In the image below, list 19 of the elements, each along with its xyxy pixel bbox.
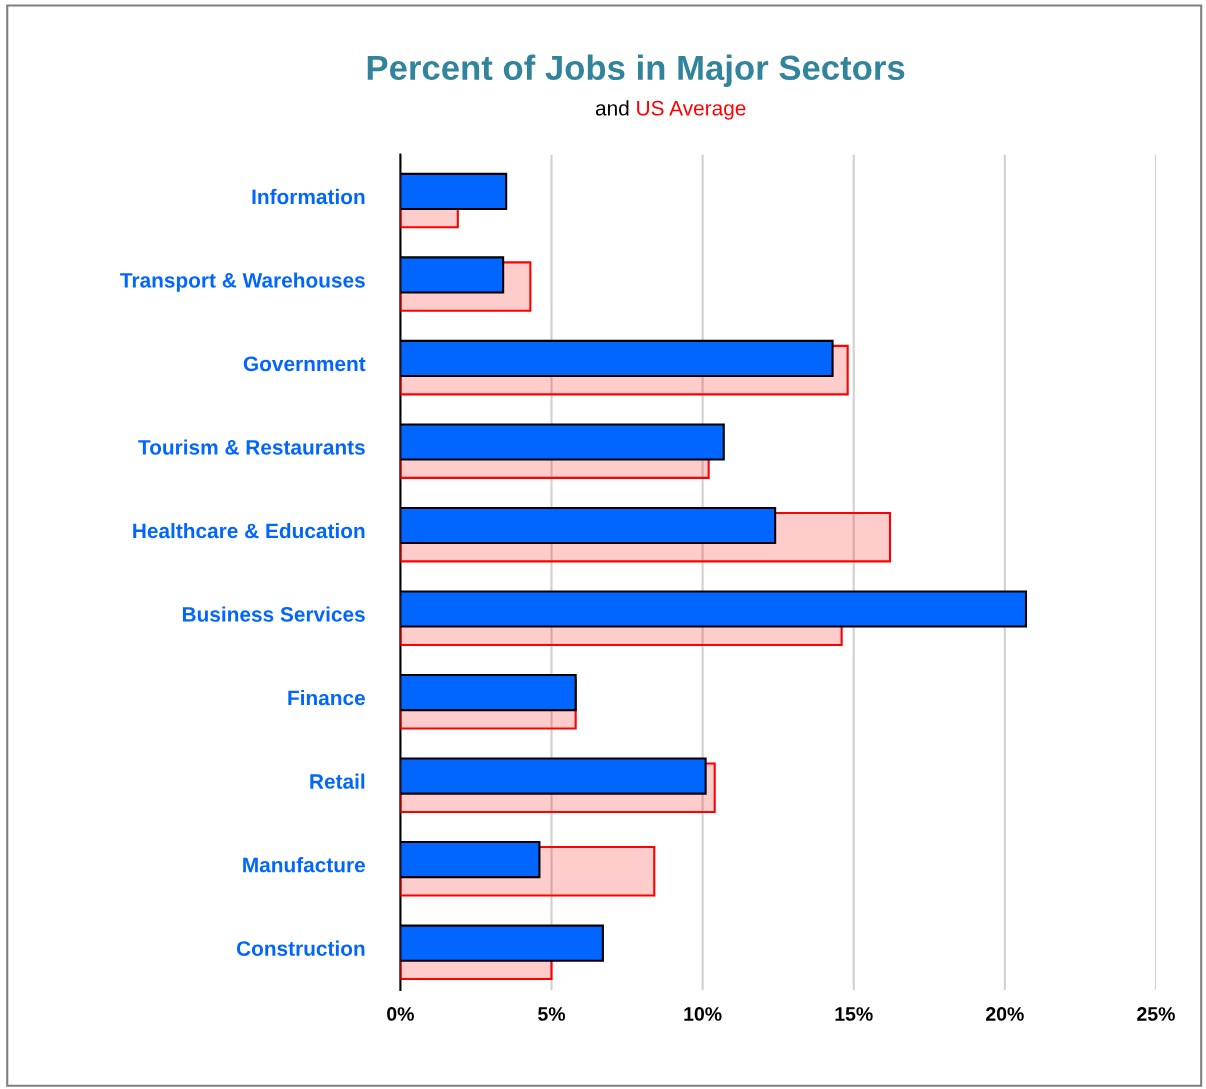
x-tick-label: 5%	[538, 1007, 566, 1021]
y-tick-label: Manufacture	[243, 857, 365, 873]
y-tick-label: Healthcare & Education	[133, 522, 365, 539]
y-tick-label: Government	[243, 356, 366, 372]
y-tick-label: Information	[252, 188, 365, 205]
y-tick-label: Construction	[236, 940, 365, 956]
x-tick-label: 10%	[684, 1007, 722, 1021]
y-tick-label: Finance	[288, 690, 365, 706]
text: US Average	[637, 100, 746, 120]
x-tick-label: 25%	[1137, 1007, 1175, 1021]
y-tick-label: Retail	[310, 773, 365, 789]
chart-subtitle: and	[595, 100, 629, 116]
chart-title: Percent of Jobs in Major Sectors	[367, 54, 905, 87]
y-tick-label: Tourism & Restaurants	[138, 439, 365, 455]
x-tick-label: 15%	[835, 1007, 873, 1021]
x-tick-label: 20%	[986, 1007, 1024, 1021]
y-tick-label: Business Services	[182, 606, 365, 622]
x-tick-label: 0%	[387, 1007, 414, 1021]
y-tick-label: Transport & Warehouses	[120, 272, 365, 292]
